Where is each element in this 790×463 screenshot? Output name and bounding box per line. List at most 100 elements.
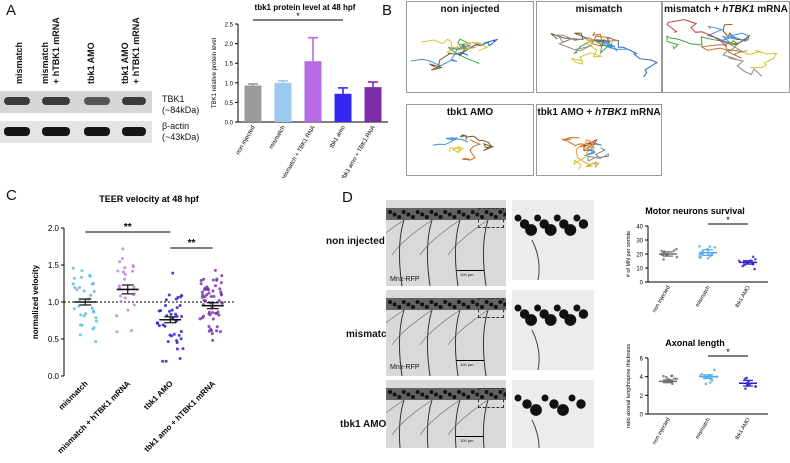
axon-branch [419,309,461,346]
neuron-soma [514,304,522,312]
scale-label: 100 μm [460,362,474,367]
data-point [170,308,174,312]
data-point [218,287,222,291]
x-tick-label: non injected [235,125,256,156]
y-tick-label: 1.5 [225,62,234,68]
scale-label: 100 μm [460,272,474,277]
neuron-soma [564,224,577,236]
data-point [201,293,205,297]
swim-track [700,42,748,59]
data-point [215,325,219,329]
data-point [172,332,176,336]
data-point [662,374,665,378]
motor-neuron [401,300,406,304]
data-point [207,312,211,316]
actin-blot-label: β-actin (~43kDa) [162,121,199,143]
neuron-soma [544,314,557,326]
data-point [179,295,183,299]
axon-branch [447,219,489,256]
y-tick-label: 40 [636,225,643,231]
motor-neuron [392,302,397,307]
actin-band [42,127,70,136]
axon [454,219,461,286]
motor-neuron [434,392,438,397]
data-point [751,255,755,259]
data-point [204,287,208,291]
motor-neuron [443,390,448,394]
teer-velocity-scatter: TEER velocity at 48 hpf 0.0 0.5 1.0 1.5 2.0 no… [31,194,234,455]
track-box-mismatch-hTBK1: mismatch + hTBK1 mRNA [662,1,790,93]
swim-tracks [550,31,658,78]
swim-track [432,137,469,146]
tbk1-blot-strip [0,91,152,113]
data-point [116,269,120,273]
data-point [708,381,712,384]
data-point [214,311,218,315]
axon-branch [419,399,461,436]
micrograph-inset [512,380,594,448]
data-point [207,291,211,295]
data-point [171,316,175,320]
y-tick-label: 1.0 [225,81,234,87]
data-point [207,324,211,328]
data-point [123,266,127,270]
blot-lane-label: mismatch [14,41,24,84]
motor-neuron [429,390,434,394]
data-point [200,316,204,320]
tbk1-size: (~84kDa) [162,105,200,115]
track-label: non injected [440,4,500,15]
inset-background [512,380,594,448]
data-point [219,281,223,285]
motor-neuron [484,210,489,214]
data-point [169,312,173,316]
neuron-soma [522,399,532,409]
data-point [660,249,663,253]
x-tick-label: tbk1 amo + TBK1 RNA [341,125,377,178]
axon [426,219,433,286]
actin-blot-strip [0,121,152,143]
data-point [178,303,182,307]
swim-track [666,19,727,48]
axon [426,309,433,376]
data-point [130,329,134,333]
swim-track [550,32,605,46]
track-box-mismatch: mismatch [536,1,662,93]
data-point [176,295,180,299]
data-point [205,293,209,297]
axon [398,399,405,448]
data-point [71,282,75,286]
data-point [673,377,676,380]
tbk1-band [122,97,146,105]
data-point [737,259,741,263]
data-point [123,296,127,300]
motor-neuron [457,210,461,214]
motor-neuron [420,392,425,397]
marker-label: Mnx-RFP [390,364,420,371]
motor-neuron [489,302,494,307]
data-point [211,311,215,315]
data-point [699,256,703,259]
actin-name: β-actin [162,121,190,131]
blot-lane-label: + hTBK1 mRNA [51,17,61,84]
bar [244,85,262,122]
motor-neuron [470,300,475,304]
axon [531,329,540,370]
motor-neuron [461,212,466,217]
y-tick-label: 20 [636,253,643,259]
bar [334,93,352,122]
data-point [90,306,94,310]
motor-neuron [397,395,402,399]
x-tick-label: non injected [652,417,672,446]
data-point [123,272,127,276]
axon [398,309,405,376]
data-point [198,317,202,321]
y-axis-label: TBK1 relative protein level [212,38,218,108]
data-point [218,330,222,334]
data-point [664,375,668,379]
x-tick-label: tbk1 AMO [734,416,752,441]
x-tick-label: tbk1 amo [329,124,347,149]
neuron-soma [578,219,589,229]
neuron-soma [541,394,549,402]
motor-neuron [480,305,484,309]
zoom-region-marker [478,298,504,318]
